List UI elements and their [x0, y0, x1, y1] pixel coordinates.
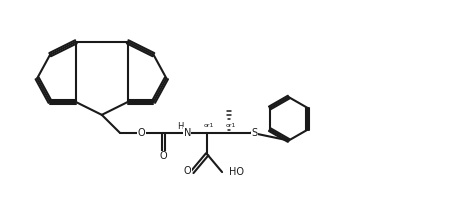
Text: O: O	[160, 151, 167, 161]
Text: or1: or1	[204, 123, 214, 128]
Text: or1: or1	[226, 123, 236, 128]
Text: HO: HO	[229, 167, 244, 177]
Text: O: O	[138, 128, 145, 138]
Text: H: H	[177, 122, 183, 131]
Text: S: S	[252, 128, 258, 138]
Text: N: N	[184, 128, 191, 138]
Text: O: O	[183, 166, 191, 176]
